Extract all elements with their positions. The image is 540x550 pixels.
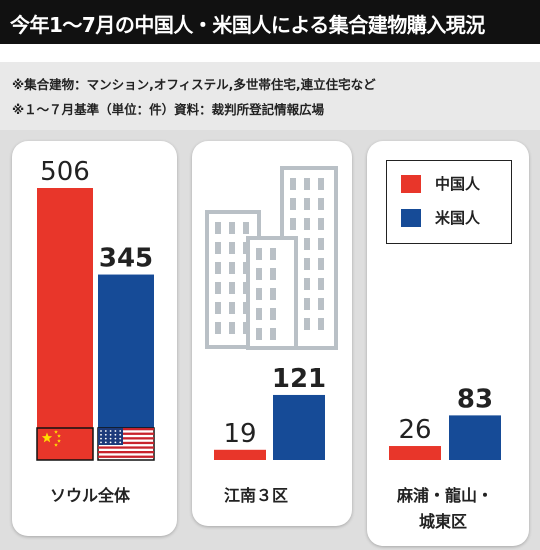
note-source: ※１～７月基準（単位：件）資料：裁判所登記情報広場	[12, 102, 325, 117]
legend-label-china: 中国人	[435, 175, 481, 193]
notes-box: ※集合建物：マンション,オフィステル,多世帯住宅,連立住宅など ※１～７月基準（…	[0, 62, 540, 130]
bar-us-1	[273, 394, 325, 460]
bar-china-0	[37, 188, 93, 460]
buildings-icon	[205, 166, 338, 350]
data-label-china-1: 19	[223, 419, 256, 449]
header-bar: 今年1〜7月の中国人・米国人による集合建物購入現況	[0, 0, 540, 44]
legend-swatch-china	[401, 175, 421, 193]
chart-title: 今年1〜7月の中国人・米国人による集合建物購入現況	[10, 13, 485, 37]
bar-us-2	[449, 415, 501, 460]
flags-group	[36, 427, 155, 461]
legend-label-us: 米国人	[435, 209, 481, 227]
category-label-gangnam: 江南３区	[224, 486, 289, 505]
china-flag-icon	[36, 427, 94, 461]
us-flag-icon	[97, 427, 155, 461]
category-label-mapo-line1: 麻浦・龍山・	[397, 486, 494, 505]
bar-china-1	[214, 449, 266, 460]
data-label-china-2: 26	[398, 415, 431, 445]
legend: 中国人 米国人	[386, 160, 512, 244]
data-label-us-2: 83	[457, 384, 493, 414]
data-label-us-0: 345	[99, 244, 153, 274]
data-label-china-0: 506	[40, 157, 90, 187]
bar-china-2	[389, 446, 441, 460]
category-label-seoul: ソウル全体	[50, 486, 131, 505]
category-label-mapo-line2: 城東区	[419, 512, 468, 531]
legend-swatch-us	[401, 209, 421, 227]
data-label-us-1: 121	[272, 364, 326, 394]
note-building-types: ※集合建物：マンション,オフィステル,多世帯住宅,連立住宅など	[12, 77, 376, 92]
